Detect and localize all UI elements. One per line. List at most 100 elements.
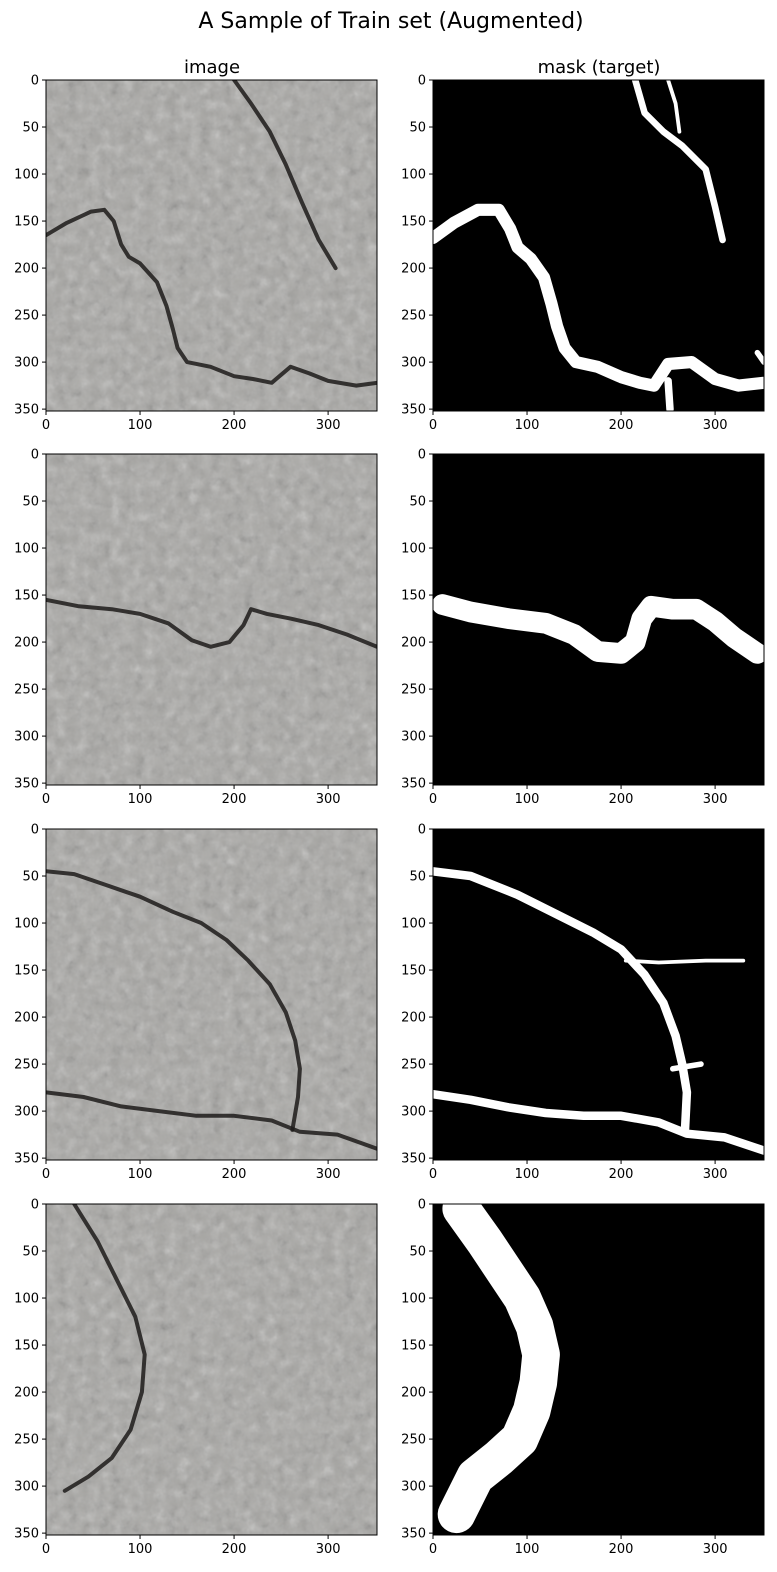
mask-background xyxy=(433,80,764,411)
image-panel: 0 100 200 300 0 50 100 150 200 250 300 350 xyxy=(14,448,378,807)
mask-panel: 0 100 200 300 0 50 100 150 200 250 300 350 xyxy=(401,1198,765,1557)
y-tick-label: 100 xyxy=(401,1292,426,1307)
x-tick-label: 300 xyxy=(703,1167,728,1182)
y-tick-label: 100 xyxy=(14,168,39,183)
crack-line xyxy=(46,1090,377,1151)
column-title-mask: mask (target) xyxy=(538,57,661,78)
y-tick-label: 50 xyxy=(409,1245,426,1260)
x-tick-label: 300 xyxy=(316,1167,341,1182)
x-tick-label: 0 xyxy=(429,792,437,807)
y-tick-label: 50 xyxy=(409,495,426,510)
y-tick-label: 50 xyxy=(409,870,426,885)
x-tick-label: 0 xyxy=(429,1167,437,1182)
y-tick-label: 50 xyxy=(22,1245,39,1260)
y-tick-label: 300 xyxy=(401,1105,426,1120)
mask-crack-region xyxy=(631,80,726,244)
x-tick-label: 200 xyxy=(222,418,247,433)
image-panel: 0 100 200 300 0 50 100 150 200 250 300 350 xyxy=(14,74,378,433)
mask-crack-region xyxy=(670,1061,704,1072)
crack-line xyxy=(62,1204,147,1493)
asphalt-texture xyxy=(46,454,377,785)
x-tick-label: 100 xyxy=(515,1542,540,1557)
figure-title: A Sample of Train set (Augmented) xyxy=(198,9,583,34)
x-tick-label: 0 xyxy=(42,1542,50,1557)
crack-line xyxy=(46,597,377,649)
y-tick-label: 300 xyxy=(14,1480,39,1495)
mask-panel: 0 100 200 300 0 50 100 150 200 250 300 350 xyxy=(401,823,765,1182)
y-tick-label: 250 xyxy=(401,309,426,324)
y-tick-label: 300 xyxy=(14,1105,39,1120)
y-tick-label: 50 xyxy=(22,495,39,510)
asphalt-texture xyxy=(46,829,377,1160)
y-tick-label: 200 xyxy=(401,1386,426,1401)
y-tick-label: 200 xyxy=(401,1011,426,1026)
axes-frame xyxy=(432,453,765,786)
y-tick-label: 0 xyxy=(418,74,426,89)
x-tick-label: 300 xyxy=(316,792,341,807)
y-tick-label: 300 xyxy=(14,730,39,745)
y-tick-label: 250 xyxy=(401,1433,426,1448)
y-tick-label: 100 xyxy=(401,168,426,183)
x-tick-label: 100 xyxy=(128,418,153,433)
x-tick-label: 200 xyxy=(609,792,634,807)
image-panel: 0 100 200 300 0 50 100 150 200 250 300 350 xyxy=(14,823,378,1182)
x-tick-label: 100 xyxy=(128,792,153,807)
y-tick-label: 300 xyxy=(401,356,426,371)
y-tick-label: 0 xyxy=(31,74,39,89)
y-tick-label: 350 xyxy=(401,777,426,792)
y-tick-label: 300 xyxy=(401,730,426,745)
y-tick-label: 100 xyxy=(14,1292,39,1307)
y-tick-label: 350 xyxy=(14,403,39,418)
mask-crack-region xyxy=(666,80,682,134)
mask-panel: 0 100 200 300 0 50 100 150 200 250 300 350 xyxy=(401,74,765,433)
y-tick-label: 350 xyxy=(14,1152,39,1167)
x-tick-label: 200 xyxy=(609,1167,634,1182)
mask-crack-region xyxy=(433,203,764,392)
x-tick-label: 300 xyxy=(703,418,728,433)
x-tick-label: 300 xyxy=(703,792,728,807)
y-tick-label: 0 xyxy=(31,448,39,463)
y-tick-label: 100 xyxy=(14,917,39,932)
y-tick-label: 50 xyxy=(22,870,39,885)
y-tick-label: 350 xyxy=(14,1527,39,1542)
y-tick-label: 150 xyxy=(14,215,39,230)
asphalt-texture xyxy=(46,80,377,411)
y-tick-label: 250 xyxy=(14,309,39,324)
y-tick-label: 350 xyxy=(14,777,39,792)
x-tick-label: 100 xyxy=(128,1542,153,1557)
axes-frame xyxy=(45,1203,378,1536)
x-tick-label: 300 xyxy=(703,1542,728,1557)
y-tick-label: 50 xyxy=(22,121,39,136)
crack-line xyxy=(46,869,302,1132)
x-tick-label: 0 xyxy=(429,1542,437,1557)
y-tick-label: 0 xyxy=(31,1198,39,1213)
y-tick-label: 50 xyxy=(409,121,426,136)
y-tick-label: 200 xyxy=(14,1011,39,1026)
y-tick-label: 250 xyxy=(14,1058,39,1073)
asphalt-texture xyxy=(46,1204,377,1535)
crack-line xyxy=(46,207,377,388)
image-panel: 0 100 200 300 0 50 100 150 200 250 300 350 xyxy=(14,1198,378,1557)
x-tick-label: 100 xyxy=(128,1167,153,1182)
x-tick-label: 200 xyxy=(222,1167,247,1182)
mask-crack-region xyxy=(664,377,674,411)
y-tick-label: 350 xyxy=(401,1527,426,1542)
y-tick-label: 150 xyxy=(14,1339,39,1354)
y-tick-label: 200 xyxy=(401,636,426,651)
y-tick-label: 350 xyxy=(401,403,426,418)
mask-crack-region xyxy=(437,1204,560,1534)
y-tick-label: 150 xyxy=(401,964,426,979)
x-tick-label: 200 xyxy=(222,792,247,807)
y-tick-label: 300 xyxy=(14,356,39,371)
y-tick-label: 200 xyxy=(401,262,426,277)
y-tick-label: 150 xyxy=(401,589,426,604)
mask-crack-region xyxy=(754,349,764,365)
y-tick-label: 200 xyxy=(14,262,39,277)
axes-frame xyxy=(432,1203,765,1536)
y-tick-label: 150 xyxy=(401,215,426,230)
y-tick-label: 250 xyxy=(401,1058,426,1073)
column-title-image: image xyxy=(184,57,240,78)
y-tick-label: 100 xyxy=(401,542,426,557)
axes-frame xyxy=(45,828,378,1161)
